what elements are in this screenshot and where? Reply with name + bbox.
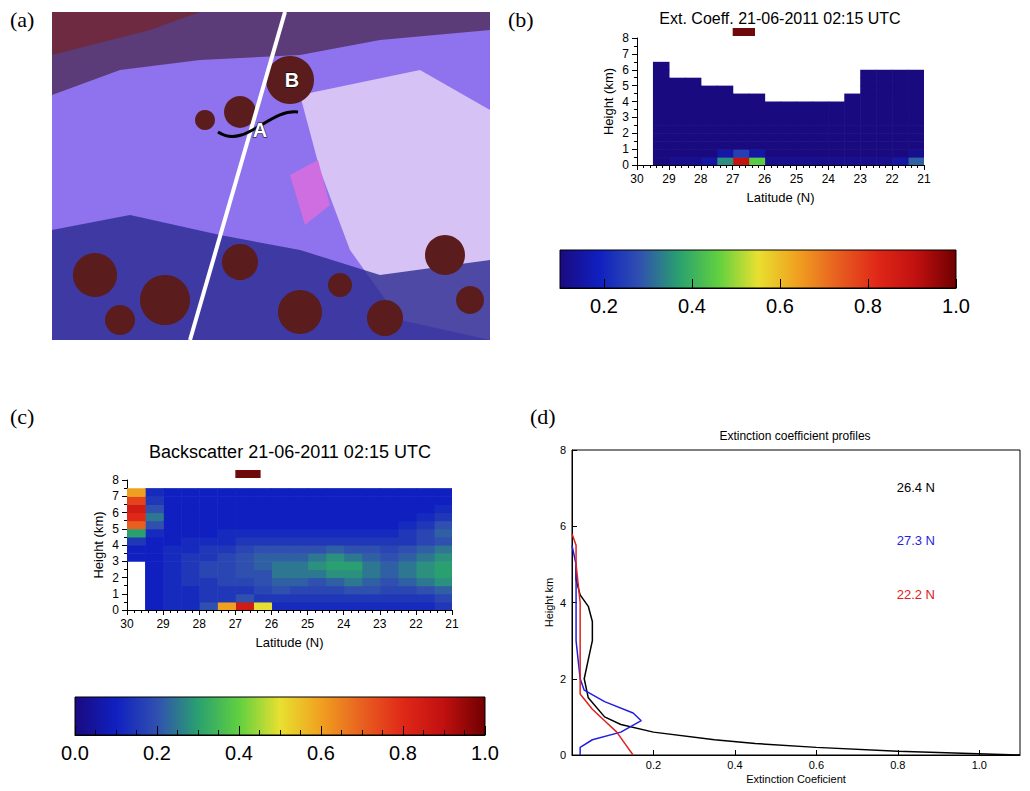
svg-text:Latitude (N): Latitude (N) bbox=[256, 635, 324, 650]
svg-text:3: 3 bbox=[112, 554, 119, 568]
svg-text:28: 28 bbox=[694, 172, 708, 186]
svg-text:B: B bbox=[285, 69, 299, 91]
svg-text:29: 29 bbox=[156, 617, 170, 631]
svg-text:0.6: 0.6 bbox=[809, 759, 824, 771]
svg-text:6: 6 bbox=[560, 520, 566, 532]
svg-text:Ext. Coeff. 21-06-2011 02:15 U: Ext. Coeff. 21-06-2011 02:15 UTC bbox=[659, 10, 900, 27]
svg-text:26: 26 bbox=[265, 617, 279, 631]
svg-text:Backscatter 21-06-2011 02:15 U: Backscatter 21-06-2011 02:15 UTC bbox=[149, 442, 431, 462]
svg-text:3: 3 bbox=[622, 110, 629, 124]
svg-text:0.6: 0.6 bbox=[307, 742, 335, 764]
svg-text:27: 27 bbox=[229, 617, 243, 631]
svg-text:27: 27 bbox=[726, 172, 740, 186]
svg-text:30: 30 bbox=[120, 617, 134, 631]
svg-text:0.4: 0.4 bbox=[678, 295, 706, 317]
svg-text:4: 4 bbox=[622, 95, 629, 109]
svg-text:(c): (c) bbox=[10, 404, 34, 429]
svg-text:(d): (d) bbox=[530, 404, 556, 429]
svg-text:Latitude (N): Latitude (N) bbox=[747, 190, 815, 205]
svg-text:21: 21 bbox=[445, 617, 459, 631]
svg-text:Height (km): Height (km) bbox=[601, 68, 616, 135]
svg-text:0.4: 0.4 bbox=[727, 759, 742, 771]
svg-text:2: 2 bbox=[560, 673, 566, 685]
svg-text:27.3 N: 27.3 N bbox=[897, 533, 935, 548]
svg-text:0.8: 0.8 bbox=[389, 742, 417, 764]
svg-text:6: 6 bbox=[622, 63, 629, 77]
svg-text:1.0: 1.0 bbox=[471, 742, 499, 764]
svg-text:8: 8 bbox=[112, 473, 119, 487]
svg-text:26: 26 bbox=[758, 172, 772, 186]
svg-text:6: 6 bbox=[112, 506, 119, 520]
svg-text:4: 4 bbox=[112, 538, 119, 552]
svg-text:Height (km): Height (km) bbox=[91, 511, 106, 578]
svg-text:26.4 N: 26.4 N bbox=[897, 480, 935, 495]
svg-text:1: 1 bbox=[622, 142, 629, 156]
svg-text:0.2: 0.2 bbox=[590, 295, 618, 317]
svg-text:0: 0 bbox=[622, 158, 629, 172]
svg-text:Extinction coefficient profile: Extinction coefficient profiles bbox=[719, 429, 870, 443]
svg-text:2: 2 bbox=[622, 126, 629, 140]
svg-text:5: 5 bbox=[112, 522, 119, 536]
svg-text:0: 0 bbox=[560, 749, 566, 761]
svg-text:1: 1 bbox=[112, 587, 119, 601]
svg-text:28: 28 bbox=[193, 617, 207, 631]
svg-text:23: 23 bbox=[854, 172, 868, 186]
svg-text:0.8: 0.8 bbox=[854, 295, 882, 317]
svg-text:5: 5 bbox=[622, 79, 629, 93]
svg-text:25: 25 bbox=[301, 617, 315, 631]
svg-text:0.4: 0.4 bbox=[225, 742, 253, 764]
svg-text:7: 7 bbox=[112, 489, 119, 503]
svg-text:21: 21 bbox=[917, 172, 931, 186]
svg-text:Extinction Coeficient: Extinction Coeficient bbox=[746, 773, 846, 785]
svg-text:4: 4 bbox=[560, 597, 566, 609]
svg-text:0: 0 bbox=[112, 603, 119, 617]
svg-text:24: 24 bbox=[337, 617, 351, 631]
svg-text:(a): (a) bbox=[10, 7, 34, 32]
svg-text:30: 30 bbox=[630, 172, 644, 186]
svg-text:0.0: 0.0 bbox=[61, 742, 89, 764]
svg-text:8: 8 bbox=[622, 31, 629, 45]
svg-text:1.0: 1.0 bbox=[942, 295, 970, 317]
svg-text:23: 23 bbox=[373, 617, 387, 631]
svg-text:0.8: 0.8 bbox=[890, 759, 905, 771]
svg-text:29: 29 bbox=[662, 172, 676, 186]
svg-text:2: 2 bbox=[112, 571, 119, 585]
svg-text:24: 24 bbox=[822, 172, 836, 186]
svg-text:Height km: Height km bbox=[543, 578, 555, 628]
svg-text:0.2: 0.2 bbox=[143, 742, 171, 764]
svg-text:25: 25 bbox=[790, 172, 804, 186]
svg-text:8: 8 bbox=[560, 444, 566, 456]
svg-text:0.6: 0.6 bbox=[766, 295, 794, 317]
svg-text:7: 7 bbox=[622, 47, 629, 61]
svg-text:0.2: 0.2 bbox=[646, 759, 661, 771]
svg-text:(b): (b) bbox=[508, 7, 534, 32]
svg-text:22: 22 bbox=[885, 172, 899, 186]
svg-text:1.0: 1.0 bbox=[972, 759, 987, 771]
svg-text:A: A bbox=[253, 119, 267, 141]
svg-text:22.2 N: 22.2 N bbox=[897, 587, 935, 602]
svg-text:22: 22 bbox=[409, 617, 423, 631]
